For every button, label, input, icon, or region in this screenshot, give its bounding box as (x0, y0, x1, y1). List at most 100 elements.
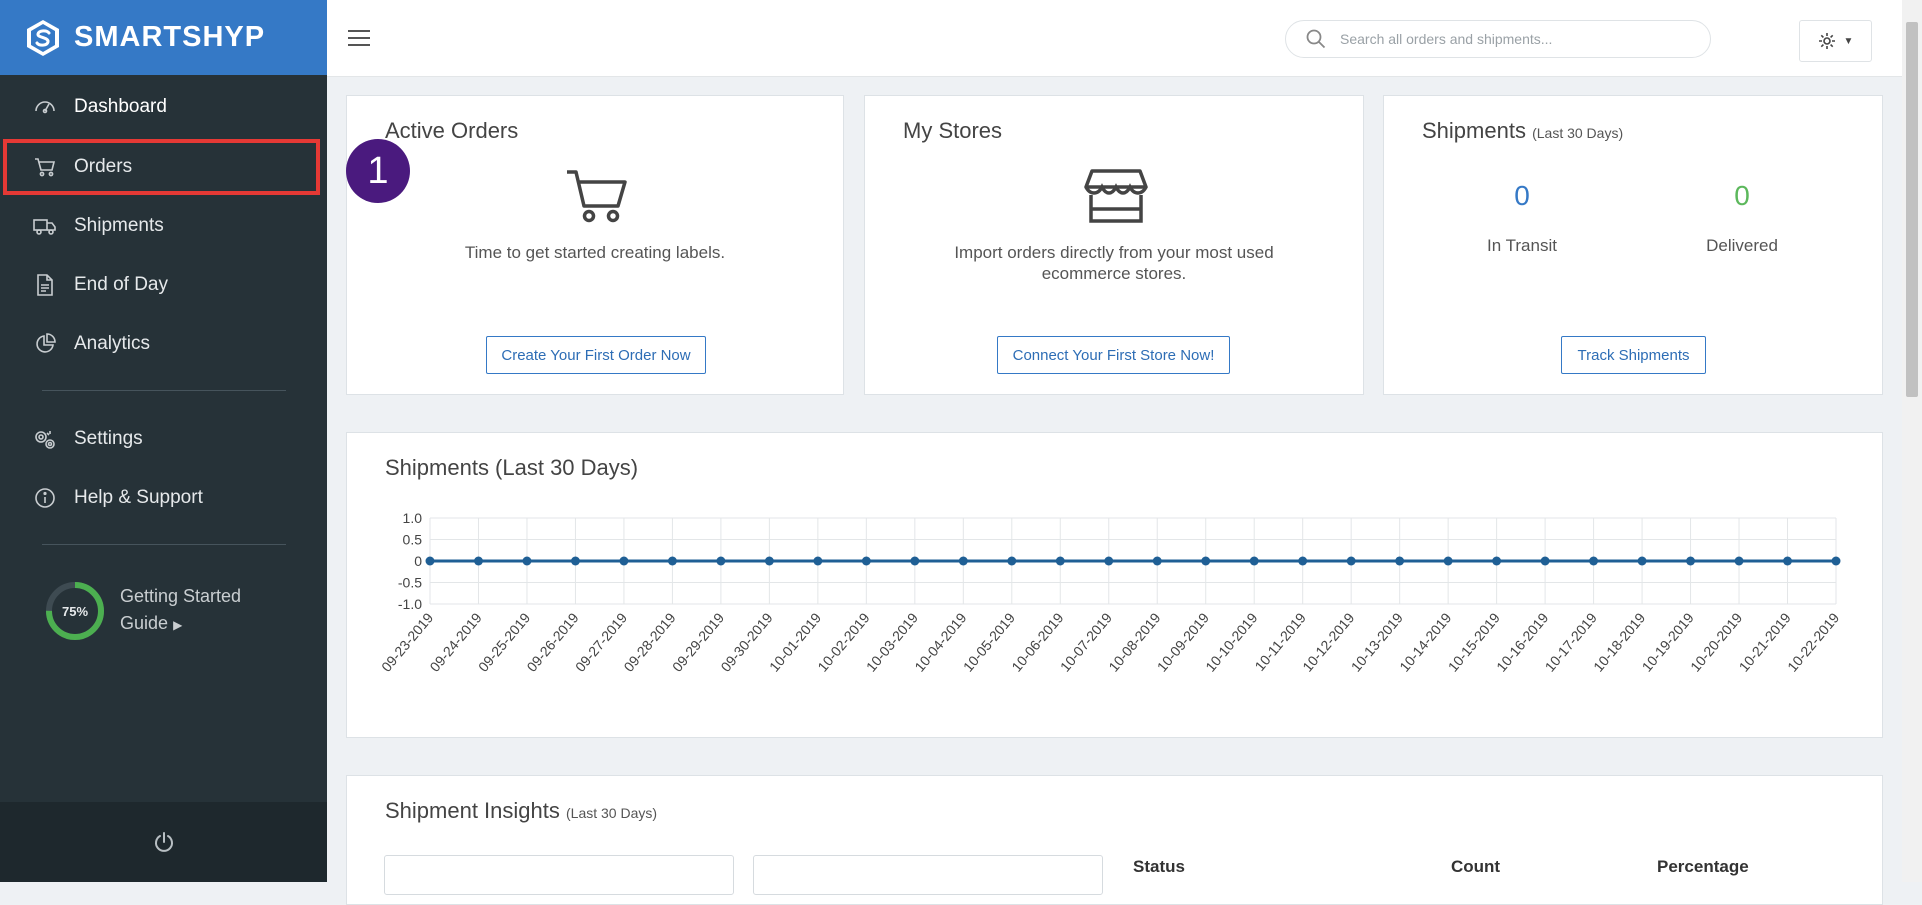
data-point (1686, 556, 1696, 566)
data-point (1589, 556, 1599, 566)
topbar: ▼ (327, 0, 1902, 77)
sidebar-item-dashboard[interactable]: Dashboard (0, 79, 327, 135)
data-point (1443, 556, 1453, 566)
track-shipments-button[interactable]: Track Shipments (1561, 336, 1706, 374)
data-point (813, 556, 823, 566)
y-tick-label: 0 (414, 553, 422, 569)
store-icon (1084, 169, 1148, 223)
y-tick-label: 1.0 (403, 510, 423, 526)
create-first-order-button[interactable]: Create Your First Order Now (486, 336, 706, 374)
sidebar-divider (42, 390, 286, 391)
data-point (1249, 556, 1259, 566)
document-icon (32, 272, 58, 298)
card-message: Time to get started creating labels. (464, 243, 726, 262)
shipments-summary-card: Shipments (Last 30 Days) 0 In Transit 0 … (1383, 95, 1883, 395)
data-point (1540, 556, 1550, 566)
guide-title: Getting Started (120, 586, 242, 606)
sidebar-item-analytics[interactable]: Analytics (0, 316, 327, 372)
brand-name: SMARTSHYP (74, 21, 266, 53)
progress-percent: 75% (62, 604, 88, 619)
cart-icon (32, 154, 58, 180)
data-point (667, 556, 677, 566)
sidebar-item-label: Settings (74, 428, 143, 449)
brand-header[interactable]: SMARTSHYP (0, 0, 327, 75)
y-tick-label: 0.5 (403, 532, 423, 548)
data-point (1152, 556, 1162, 566)
sidebar: SMARTSHYP Dashboard Orders Shipments End… (0, 0, 327, 882)
data-point (958, 556, 968, 566)
sidebar-item-orders[interactable]: Orders (0, 139, 327, 195)
data-point (1492, 556, 1502, 566)
caret-right-icon: ▶ (173, 618, 183, 632)
sidebar-item-label: Analytics (74, 333, 151, 354)
gear-icon (1818, 33, 1835, 49)
chart-title: Shipments (Last 30 Days) (385, 455, 639, 480)
page-scrollbar[interactable] (1902, 0, 1922, 882)
active-orders-card: Active Orders Time to get started creati… (346, 95, 844, 395)
search-input[interactable] (1338, 30, 1682, 48)
data-point (1734, 556, 1744, 566)
sidebar-item-help-support[interactable]: Help & Support (0, 470, 327, 526)
step-badge: 1 (346, 139, 410, 203)
data-point (1104, 556, 1114, 566)
data-point (1298, 556, 1308, 566)
guide-link[interactable]: Guide ▶ (120, 613, 183, 633)
data-point (522, 556, 532, 566)
in-transit-label: In Transit (1487, 236, 1557, 255)
card-message: Import orders directly from your most us… (954, 243, 1274, 283)
data-point (1637, 556, 1647, 566)
power-icon[interactable] (153, 831, 175, 853)
data-point (1007, 556, 1017, 566)
data-point (1346, 556, 1356, 566)
progress-ring: 75% (46, 582, 104, 640)
gears-icon (32, 426, 58, 452)
delivered-count: 0 (1734, 180, 1750, 211)
search-bar[interactable] (1285, 20, 1711, 58)
pie-chart-icon (32, 331, 58, 357)
sidebar-item-settings[interactable]: Settings (0, 411, 327, 467)
delivered-label: Delivered (1706, 236, 1778, 255)
data-point (425, 556, 435, 566)
getting-started-guide[interactable]: 75% Getting Started Guide ▶ (44, 580, 241, 642)
cart-icon (567, 170, 627, 223)
shipments-chart-card: Shipments (Last 30 Days) (346, 432, 1883, 738)
sidebar-item-shipments[interactable]: Shipments (0, 198, 327, 254)
data-point (861, 556, 871, 566)
insights-chart-box (753, 855, 1103, 895)
smartshyp-logo-icon (27, 19, 59, 56)
settings-dropdown-button[interactable]: ▼ (1799, 20, 1872, 62)
sidebar-item-label: Shipments (74, 215, 164, 236)
sidebar-item-label: End of Day (74, 274, 168, 295)
caret-down-icon: ▼ (1843, 35, 1854, 47)
dashboard-icon (32, 94, 58, 120)
sidebar-item-end-of-day[interactable]: End of Day (0, 257, 327, 313)
data-point (1831, 556, 1841, 566)
data-point (473, 556, 483, 566)
truck-icon (32, 213, 58, 239)
hamburger-menu-icon[interactable] (347, 28, 371, 48)
shipments-line-chart: 1.00.50-0.5-1.009-23-201909-24-201909-25… (378, 510, 1842, 675)
data-point (764, 556, 774, 566)
my-stores-card: My Stores Import orders directly from yo… (864, 95, 1364, 395)
card-title: Active Orders (385, 118, 519, 143)
card-title: Shipments (Last 30 Days) (1422, 118, 1624, 143)
data-point (1201, 556, 1211, 566)
data-point (1055, 556, 1065, 566)
data-point (910, 556, 920, 566)
data-point (1783, 556, 1793, 566)
search-icon (1306, 29, 1326, 49)
sidebar-item-label: Help & Support (74, 487, 203, 508)
insights-chart-box (384, 855, 734, 895)
data-point (570, 556, 580, 566)
data-point (1395, 556, 1405, 566)
card-title: My Stores (903, 118, 1003, 143)
sidebar-footer (0, 802, 327, 882)
sidebar-item-label: Dashboard (74, 96, 167, 117)
scrollbar-thumb[interactable] (1906, 22, 1918, 397)
in-transit-count: 0 (1514, 180, 1530, 211)
connect-first-store-button[interactable]: Connect Your First Store Now! (997, 336, 1230, 374)
column-header-status: Status (1133, 857, 1185, 876)
sidebar-item-label: Orders (74, 156, 133, 177)
column-header-count: Count (1451, 857, 1501, 876)
y-tick-label: -0.5 (398, 575, 422, 591)
